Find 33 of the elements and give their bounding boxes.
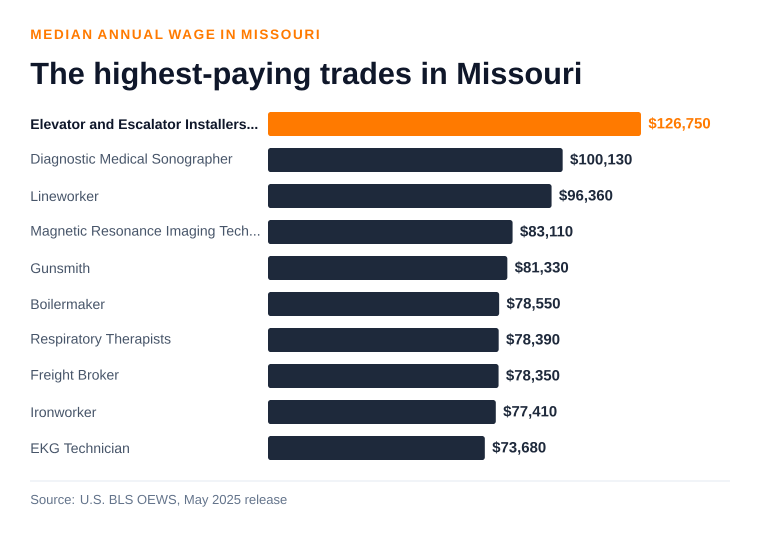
bar: [268, 256, 508, 280]
data-label: $126,750: [648, 117, 710, 131]
y-tick-label: Elevator and Escalator Installers...: [31, 118, 258, 130]
data-label: $77,410: [503, 405, 557, 419]
data-label: $81,330: [514, 261, 568, 275]
source-note: Source: U.S. BLS OEWS, May 2025 release: [30, 494, 287, 507]
data-label: $73,680: [492, 441, 546, 455]
bar: [268, 184, 552, 208]
bar: [268, 112, 642, 136]
y-tick-label: Boilermaker: [31, 298, 105, 310]
bar: [268, 436, 485, 460]
bar: [268, 148, 563, 172]
data-label: $100,130: [570, 153, 632, 167]
y-tick-label: Magnetic Resonance Imaging Tech...: [31, 225, 260, 239]
bar: [268, 328, 499, 352]
data-label: $78,390: [506, 333, 560, 347]
data-label: $78,550: [506, 297, 560, 311]
bar: [268, 292, 500, 316]
y-tick-label: Diagnostic Medical Sonographer: [31, 153, 232, 167]
bar: [268, 364, 499, 388]
data-label: $83,110: [520, 225, 572, 239]
bar: [268, 400, 496, 424]
y-tick-label: Gunsmith: [30, 262, 90, 274]
data-label: $78,350: [506, 369, 560, 383]
y-tick-label: Ironworker: [32, 406, 96, 418]
chart-title: The highest-paying trades in Missouri: [30, 62, 580, 90]
y-tick-label: EKG Technician: [31, 442, 129, 454]
y-tick-label: Lineworker: [31, 190, 98, 202]
data-label: $96,360: [559, 189, 612, 203]
bar: [268, 220, 513, 244]
chart-subtitle: MEDIAN ANNUAL WAGE IN MISSOURI: [31, 30, 319, 40]
y-tick-label: Respiratory Therapists: [31, 333, 171, 347]
y-tick-label: Freight Broker: [31, 369, 119, 383]
